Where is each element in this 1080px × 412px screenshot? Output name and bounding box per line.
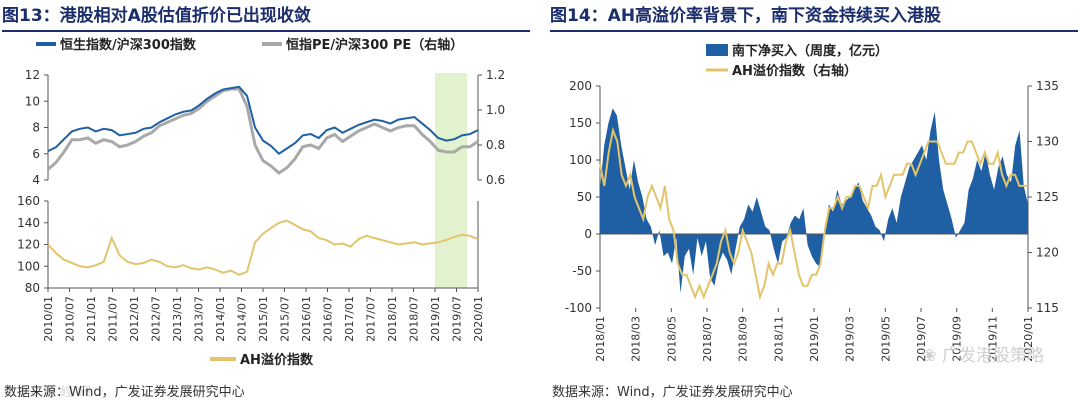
left-title-bar: 图13：港股相对A股估值折价已出现收敛: [2, 4, 530, 32]
x-tick-label: 2017/07: [365, 296, 378, 342]
top-right-tick-label: 0.8: [486, 138, 505, 152]
left-y-tick-label: 50: [577, 190, 592, 204]
x-tick-label: 2018/07: [408, 296, 421, 342]
legend-label-ah-premium: AH溢价指数: [240, 352, 314, 368]
x-tick-label: 2011/07: [107, 296, 120, 342]
left-y-tick-label: 100: [569, 153, 592, 167]
legend-label-ah-premium: AH溢价指数（右轴）: [732, 63, 857, 79]
x-tick-label: 2013/01: [171, 296, 184, 342]
top-left-tick-label: 4: [32, 173, 40, 187]
bottom-left-tick-label: 120: [17, 238, 40, 252]
right-y-tick-label: 125: [1036, 190, 1059, 204]
highlight-band: [435, 73, 468, 288]
x-tick-label: 2019/01: [429, 296, 442, 342]
x-tick-label: 2015/07: [279, 296, 292, 342]
x-tick-label: 2010/01: [42, 296, 55, 342]
right-title-bar: 图14：AH高溢价率背景下，南下资金持续买入港股: [550, 4, 1078, 32]
watermark-text: 广发港股策略: [942, 346, 1044, 366]
right-chart-title: 图14：AH高溢价率背景下，南下资金持续买入港股: [550, 6, 942, 26]
x-tick-label: 2018/07: [701, 316, 714, 362]
x-tick-label: 2019/05: [879, 316, 892, 362]
x-tick-label: 2019/07: [451, 296, 464, 342]
x-tick-label: 2018/11: [772, 316, 785, 362]
x-tick-label: 2014/07: [236, 296, 249, 342]
top-left-tick-label: 12: [25, 68, 40, 82]
series-line-pe-ratio: [47, 87, 479, 175]
x-tick-label: 2019/07: [915, 316, 928, 362]
x-tick-label: 2018/03: [630, 316, 643, 362]
x-tick-label: 2019/11: [986, 316, 999, 362]
x-tick-label: 2013/07: [193, 296, 206, 342]
right-y-tick-label: 130: [1036, 135, 1059, 149]
x-tick-label: 2018/01: [594, 316, 607, 362]
x-tick-label: 2020/01: [472, 296, 485, 342]
x-tick-label: 2018/05: [665, 316, 678, 362]
x-tick-label: 2012/01: [128, 296, 141, 342]
x-tick-label: 2019/09: [951, 316, 964, 362]
x-tick-label: 2016/07: [322, 296, 335, 342]
x-tick-label: 2019/03: [844, 316, 857, 362]
top-right-tick-label: 1.2: [486, 68, 505, 82]
right-title-rule: [550, 30, 1078, 32]
x-tick-label: 2019/01: [808, 316, 821, 362]
top-right-tick-label: 1.0: [486, 103, 505, 117]
x-tick-label: 2020/01: [1022, 316, 1035, 362]
right-source: 数据来源：Wind，广发证券发展研究中心: [552, 385, 793, 400]
x-tick-label: 2017/01: [343, 296, 356, 342]
x-tick-label: 2018/01: [386, 296, 399, 342]
right-y-tick-label: 135: [1036, 79, 1059, 93]
x-tick-label: 2014/01: [214, 296, 227, 342]
right-panel: 图14：AH高溢价率背景下，南下资金持续买入港股 -100 -50 0 50 100 15…: [548, 0, 1080, 412]
bottom-left-tick-label: 160: [17, 194, 40, 208]
x-tick-label: 2015/01: [257, 296, 270, 342]
left-chart: 恒生指数/沪深300指数 恒指PE/沪深300 PE（右轴） 4 6 8 10 12 0.6 0…: [17, 37, 505, 368]
left-y-tick-label: 150: [569, 116, 592, 130]
series-line-ah-premium: [599, 126, 1028, 301]
bottom-left-tick-label: 100: [17, 259, 40, 273]
series-line-hsi-ratio: [47, 85, 479, 156]
left-panel: 图13：港股相对A股估值折价已出现收敛 恒生指数/沪深300指数 恒指PE/沪深3…: [0, 0, 532, 412]
right-chart: -100 -50 0 50 100 150 200 115 120 125 130 135 南下净买入（…: [565, 43, 1059, 362]
legend-swatch-southbound: [706, 44, 728, 56]
top-right-tick-label: 0.6: [486, 173, 505, 187]
left-chart-title: 图13：港股相对A股估值折价已出现收敛: [2, 6, 311, 26]
left-y-tick-label: 0: [584, 227, 592, 241]
left-watermark: 1 6 8 財 經 網: [6, 385, 91, 400]
left-title-rule: [2, 30, 530, 32]
right-y-tick-label: 120: [1036, 246, 1059, 260]
bottom-left-tick-label: 80: [25, 281, 40, 295]
series-line-ah-premium: [47, 219, 479, 277]
top-left-tick-label: 10: [25, 94, 40, 108]
legend-label-pe-ratio: 恒指PE/沪深300 PE（右轴）: [286, 37, 463, 53]
right-y-tick-label: 115: [1036, 301, 1059, 315]
left-y-tick-label: 200: [569, 79, 592, 93]
legend-label-hsi-ratio: 恒生指数/沪深300指数: [60, 37, 197, 53]
top-left-tick-label: 8: [32, 121, 40, 135]
legend-label-southbound: 南下净买入（周度，亿元）: [732, 43, 888, 59]
left-source: 数据来源：Wind，广发证券发展研究中心: [4, 385, 245, 400]
x-tick-label: 2018/09: [737, 316, 750, 362]
x-tick-label: 2012/07: [150, 296, 163, 342]
bottom-left-tick-label: 140: [17, 216, 40, 230]
series-area-southbound: [600, 108, 1028, 294]
x-tick-label: 2011/01: [85, 296, 98, 342]
watermark: ❀ 广发港股策略: [922, 346, 1044, 366]
left-y-tick-label: -50: [572, 264, 592, 278]
x-tick-label: 2010/07: [64, 296, 77, 342]
x-tick-label: 2016/01: [300, 296, 313, 342]
left-y-tick-label: -100: [565, 301, 592, 315]
top-left-tick-label: 6: [32, 147, 40, 161]
